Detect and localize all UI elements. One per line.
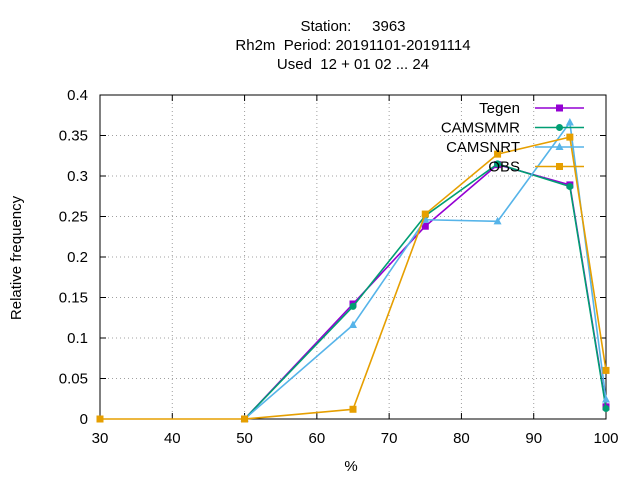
y-tick-label: 0.3 <box>67 168 88 185</box>
chart-title-line-3: Used 12 + 01 02 ... 24 <box>276 56 430 73</box>
y-tick-label: 0.15 <box>59 290 88 307</box>
legend-marker-camsmmr <box>556 124 563 131</box>
x-axis-label: % <box>344 458 357 475</box>
y-tick-label: 0.25 <box>59 209 88 226</box>
series-camsmmr <box>241 160 610 423</box>
x-tick-label: 80 <box>453 430 470 447</box>
data-point-obs <box>494 150 502 158</box>
axes: 30 40 50 60 70 80 90 100 0 0.05 0.1 0.15 0.2 0.25 0.3 0… <box>59 87 619 447</box>
series-camsnrt <box>240 118 610 422</box>
y-tick-label: 0.1 <box>67 330 88 347</box>
data-point-tegen <box>421 222 429 230</box>
data-point-camsmmr <box>602 404 610 412</box>
data-point-camsnrt <box>349 320 357 329</box>
x-tick-label: 90 <box>525 430 542 447</box>
data-point-obs <box>96 415 104 423</box>
data-point-obs <box>566 133 574 141</box>
y-tick-label: 0.2 <box>67 249 88 266</box>
data-point-camsmmr <box>349 302 357 310</box>
x-tick-label: 40 <box>164 430 181 447</box>
data-point-camsnrt <box>565 118 574 126</box>
data-point-camsmmr <box>494 160 502 168</box>
legend-label-tegen: Tegen <box>479 100 520 117</box>
y-tick-label: 0.35 <box>59 128 88 145</box>
x-tick-label: 70 <box>381 430 398 447</box>
data-point-camsmmr <box>566 183 574 191</box>
series-tegen <box>241 161 610 423</box>
legend-label-obs: OBS <box>488 159 520 176</box>
data-point-obs <box>241 415 249 423</box>
x-tick-label: 30 <box>92 430 109 447</box>
data-point-camsnrt <box>493 216 502 225</box>
series-line-obs <box>100 136 607 420</box>
series-obs <box>96 133 610 423</box>
data-point-obs <box>349 405 357 413</box>
chart-title-line-2: Rh2m Period: 20191101-20191114 <box>235 37 471 54</box>
legend-marker-camsnrt <box>555 142 564 150</box>
legend: Tegen CAMSMMR CAMSNRT OBS <box>441 100 584 176</box>
y-axis-label: Relative frequency <box>8 195 25 320</box>
y-tick-label: 0 <box>80 411 88 428</box>
legend-label-camsmmr: CAMSMMR <box>441 120 520 137</box>
x-tick-label: 60 <box>309 430 326 447</box>
y-tick-label: 0.4 <box>67 87 88 104</box>
data-point-camsnrt <box>602 395 610 403</box>
x-tick-label: 100 <box>593 430 618 447</box>
legend-marker-tegen <box>556 104 563 112</box>
series-line-camsnrt <box>244 121 607 420</box>
x-tick-label: 50 <box>236 430 253 447</box>
chart-title-line-1: Station: 3963 <box>300 18 406 35</box>
legend-marker-obs <box>556 163 563 170</box>
series-line-tegen <box>243 163 607 420</box>
grid <box>100 95 606 419</box>
data-point-obs <box>421 210 429 218</box>
series-group <box>96 118 610 423</box>
series-line-camsmmr <box>243 163 607 420</box>
data-point-obs <box>602 366 610 374</box>
y-tick-label: 0.05 <box>59 371 88 388</box>
legend-label-camsnrt: CAMSNRT <box>446 139 520 156</box>
